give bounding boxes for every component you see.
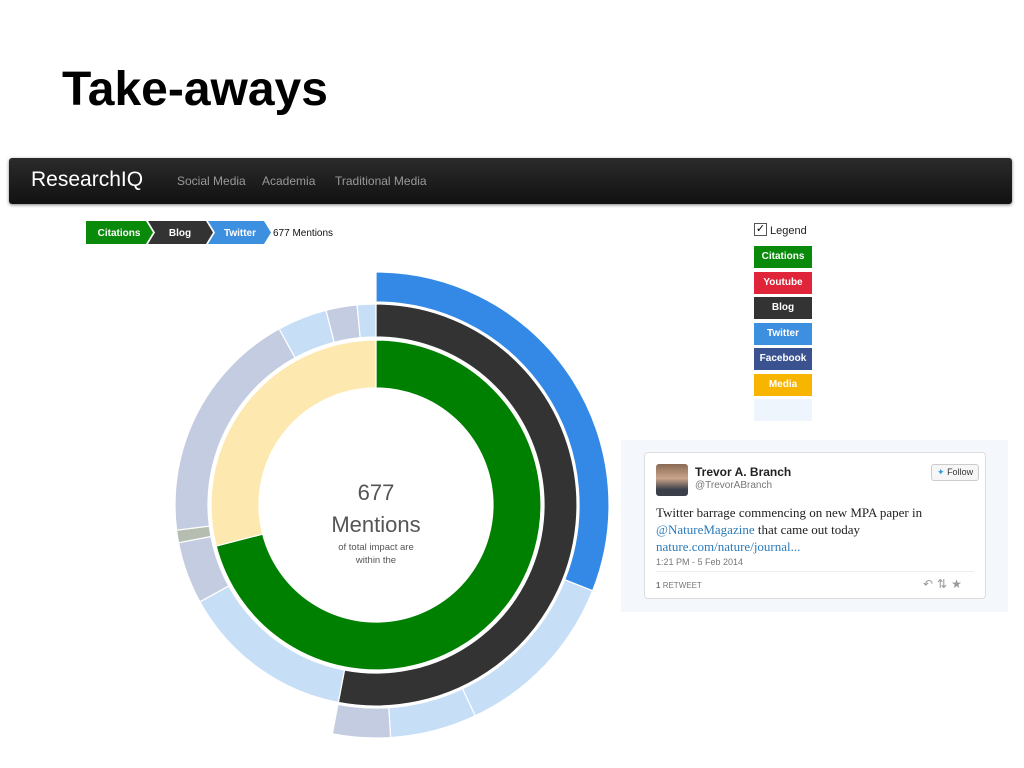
tweet-text-part: Twitter barrage commencing on new MPA pa… bbox=[656, 505, 923, 520]
nav-item[interactable]: Social Media bbox=[177, 174, 246, 188]
legend-label: Legend bbox=[770, 225, 807, 237]
breadcrumb-step[interactable] bbox=[148, 221, 213, 244]
center-unit: Mentions bbox=[331, 512, 420, 537]
legend-item[interactable]: Facebook bbox=[754, 348, 812, 370]
follow-button[interactable]: ✦ Follow bbox=[931, 464, 980, 481]
center-text: of total impact are bbox=[338, 542, 414, 553]
nav-item[interactable]: Academia bbox=[262, 174, 316, 188]
tweet-text: Twitter barrage commencing on new MPA pa… bbox=[656, 504, 976, 555]
brand[interactable]: ResearchIQ bbox=[31, 168, 144, 191]
legend-item[interactable]: Media bbox=[754, 373, 812, 396]
navbar: ResearchIQ Social Media Academia Traditi… bbox=[9, 158, 1012, 204]
retweet-label: RETWEET bbox=[662, 581, 702, 590]
sunburst-segment[interactable] bbox=[215, 339, 542, 671]
legend-item[interactable]: Blog bbox=[754, 297, 812, 319]
breadcrumb-label: Blog bbox=[169, 228, 191, 239]
tweet-mention[interactable]: @NatureMagazine bbox=[656, 522, 755, 537]
nav-item[interactable]: Traditional Media bbox=[335, 174, 427, 188]
tweet-link[interactable]: nature.com/nature/journal... bbox=[656, 539, 801, 554]
avatar bbox=[656, 464, 688, 496]
follow-label: Follow bbox=[947, 467, 974, 477]
center-text: within the bbox=[355, 555, 396, 566]
tweet-card: Trevor A. Branch @TrevorABranch ✦ Follow… bbox=[644, 452, 986, 599]
retweet-count: 1 bbox=[656, 581, 661, 590]
tweet-author[interactable]: Trevor A. Branch bbox=[695, 465, 792, 479]
breadcrumb-label: Citations bbox=[98, 228, 141, 239]
sunburst-segment[interactable] bbox=[210, 339, 377, 547]
tweet-panel: Trevor A. Branch @TrevorABranch ✦ Follow… bbox=[621, 440, 1008, 612]
legend-item[interactable]: Twitter bbox=[754, 322, 812, 345]
tweet-time[interactable]: 1:21 PM - 5 Feb 2014 bbox=[656, 557, 744, 567]
legend-checkbox[interactable]: ✓ bbox=[754, 223, 767, 236]
sunburst-segment[interactable] bbox=[337, 303, 578, 707]
sunburst bbox=[174, 271, 610, 739]
slide-title: Take-aways bbox=[62, 63, 328, 116]
breadcrumb-label: Twitter bbox=[224, 228, 256, 239]
tweet-text-part: that came out today bbox=[757, 522, 861, 537]
sunburst-segment[interactable] bbox=[356, 303, 377, 339]
legend-item[interactable]: Youtube bbox=[754, 271, 812, 294]
breadcrumb-step[interactable] bbox=[86, 221, 153, 244]
tweet-handle[interactable]: @TrevorABranch bbox=[695, 480, 773, 491]
center-count: 677 bbox=[358, 480, 395, 505]
legend-item[interactable] bbox=[754, 399, 812, 421]
tweet-footer: 1 RETWEET bbox=[656, 571, 974, 590]
sunburst-segment[interactable] bbox=[331, 703, 392, 739]
breadcrumb-step[interactable] bbox=[208, 221, 271, 244]
legend-item[interactable]: Citations bbox=[754, 246, 812, 268]
tweet-actions[interactable]: ↶⇅★ bbox=[923, 577, 966, 591]
breadcrumb-current: 677 Mentions bbox=[273, 228, 333, 239]
